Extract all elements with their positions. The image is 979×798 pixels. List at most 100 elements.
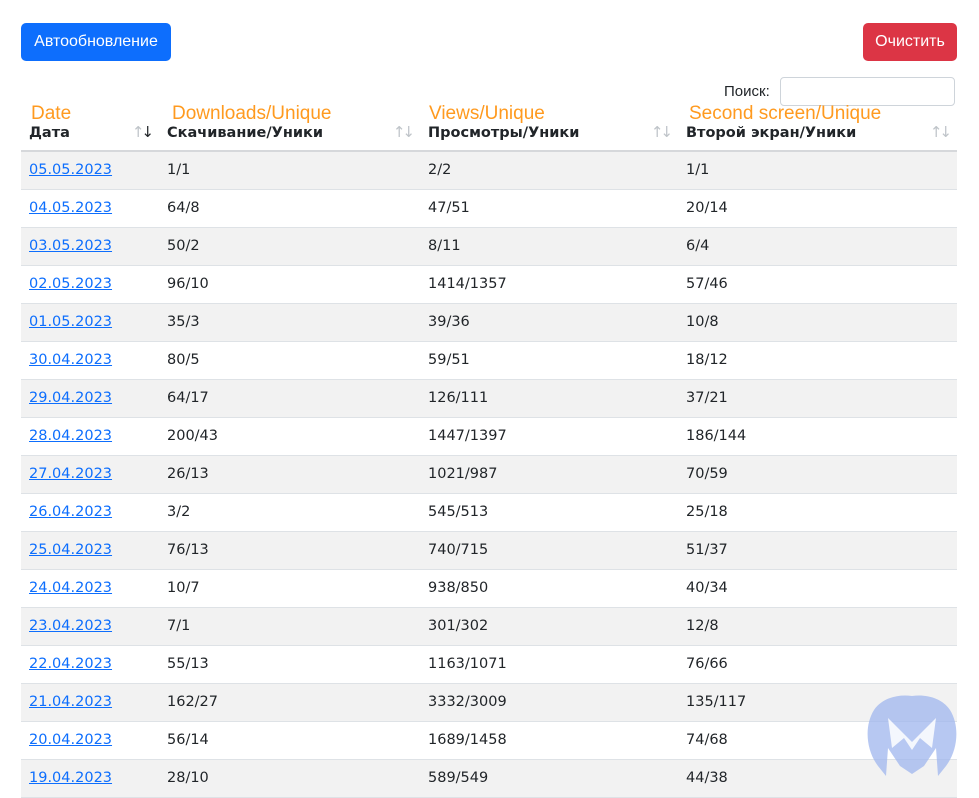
column-header-views[interactable]: Просмотры/Уники ↑↓ bbox=[420, 114, 678, 152]
cell-downloads: 162/27 bbox=[159, 683, 420, 722]
search-input[interactable] bbox=[780, 77, 955, 106]
cell-date: 05.05.2023 bbox=[21, 151, 159, 190]
cell-downloads: 7/1 bbox=[159, 607, 420, 646]
cell-second-screen: 76/66 bbox=[678, 645, 957, 684]
cell-views: 39/36 bbox=[420, 303, 678, 342]
clear-button[interactable]: Очистить bbox=[863, 23, 957, 61]
cell-views: 938/850 bbox=[420, 569, 678, 608]
date-link[interactable]: 21.04.2023 bbox=[29, 694, 113, 710]
column-header-date[interactable]: Дата ↑↓ bbox=[21, 114, 159, 152]
cell-downloads: 80/5 bbox=[159, 341, 420, 380]
date-link[interactable]: 24.04.2023 bbox=[29, 580, 113, 596]
table-header-row: Дата ↑↓ Скачивание/Уники ↑↓ Просмотры/Ун… bbox=[21, 114, 957, 152]
sort-arrows-icon: ↑↓ bbox=[929, 123, 952, 141]
cell-second-screen: 18/12 bbox=[678, 341, 957, 380]
cell-downloads: 96/10 bbox=[159, 265, 420, 304]
cell-second-screen: 6/4 bbox=[678, 227, 957, 266]
table-row: 29.04.2023 64/17 126/111 37/21 bbox=[21, 379, 957, 418]
cell-downloads: 3/2 bbox=[159, 493, 420, 532]
cell-date: 24.04.2023 bbox=[21, 569, 159, 608]
table-row: 23.04.2023 7/1 301/302 12/8 bbox=[21, 607, 957, 646]
cell-second-screen: 1/1 bbox=[678, 151, 957, 190]
cell-views: 2/2 bbox=[420, 151, 678, 190]
cell-date: 23.04.2023 bbox=[21, 607, 159, 646]
search-label: Поиск: bbox=[724, 83, 770, 100]
cell-second-screen: 51/37 bbox=[678, 531, 957, 570]
cell-second-screen: 12/8 bbox=[678, 607, 957, 646]
date-link[interactable]: 27.04.2023 bbox=[29, 466, 113, 482]
date-link[interactable]: 28.04.2023 bbox=[29, 428, 113, 444]
table-row: 05.05.2023 1/1 2/2 1/1 bbox=[21, 151, 957, 190]
cell-date: 19.04.2023 bbox=[21, 759, 159, 798]
cell-date: 22.04.2023 bbox=[21, 645, 159, 684]
cell-views: 47/51 bbox=[420, 189, 678, 228]
cell-views: 1163/1071 bbox=[420, 645, 678, 684]
cell-downloads: 26/13 bbox=[159, 455, 420, 494]
cell-downloads: 200/43 bbox=[159, 417, 420, 456]
cell-views: 545/513 bbox=[420, 493, 678, 532]
cell-downloads: 1/1 bbox=[159, 151, 420, 190]
date-link[interactable]: 02.05.2023 bbox=[29, 276, 113, 292]
table-row: 02.05.2023 96/10 1414/1357 57/46 bbox=[21, 265, 957, 304]
cell-downloads: 56/14 bbox=[159, 721, 420, 760]
cell-date: 25.04.2023 bbox=[21, 531, 159, 570]
table-body: 05.05.2023 1/1 2/2 1/1 04.05.2023 64/8 47/51 20… bbox=[21, 151, 957, 798]
table-row: 27.04.2023 26/13 1021/987 70/59 bbox=[21, 455, 957, 494]
date-link[interactable]: 19.04.2023 bbox=[29, 770, 113, 786]
date-link[interactable]: 05.05.2023 bbox=[29, 162, 113, 179]
column-header-second-screen[interactable]: Второй экран/Уники ↑↓ bbox=[678, 114, 957, 152]
cell-downloads: 10/7 bbox=[159, 569, 420, 608]
date-link[interactable]: 03.05.2023 bbox=[29, 238, 113, 254]
cell-date: 03.05.2023 bbox=[21, 227, 159, 266]
cell-views: 1414/1357 bbox=[420, 265, 678, 304]
cell-downloads: 76/13 bbox=[159, 531, 420, 570]
auto-refresh-button[interactable]: Автообновление bbox=[21, 23, 171, 61]
table-row: 20.04.2023 56/14 1689/1458 74/68 bbox=[21, 721, 957, 760]
cell-second-screen: 10/8 bbox=[678, 303, 957, 342]
cell-date: 04.05.2023 bbox=[21, 189, 159, 228]
cell-downloads: 35/3 bbox=[159, 303, 420, 342]
table-row: 21.04.2023 162/27 3332/3009 135/117 bbox=[21, 683, 957, 722]
cell-downloads: 55/13 bbox=[159, 645, 420, 684]
date-link[interactable]: 25.04.2023 bbox=[29, 542, 113, 558]
cell-views: 1021/987 bbox=[420, 455, 678, 494]
date-link[interactable]: 30.04.2023 bbox=[29, 352, 113, 368]
column-header-label: Просмотры/Уники bbox=[428, 125, 580, 141]
date-link[interactable]: 29.04.2023 bbox=[29, 390, 113, 406]
cell-second-screen: 186/144 bbox=[678, 417, 957, 456]
cell-second-screen: 25/18 bbox=[678, 493, 957, 532]
cell-date: 01.05.2023 bbox=[21, 303, 159, 342]
date-link[interactable]: 20.04.2023 bbox=[29, 732, 113, 748]
cell-views: 8/11 bbox=[420, 227, 678, 266]
cell-date: 26.04.2023 bbox=[21, 493, 159, 532]
cell-date: 02.05.2023 bbox=[21, 265, 159, 304]
cell-views: 740/715 bbox=[420, 531, 678, 570]
table-row: 24.04.2023 10/7 938/850 40/34 bbox=[21, 569, 957, 608]
cell-downloads: 64/17 bbox=[159, 379, 420, 418]
date-link[interactable]: 26.04.2023 bbox=[29, 504, 113, 520]
column-header-downloads[interactable]: Скачивание/Уники ↑↓ bbox=[159, 114, 420, 152]
column-header-label: Дата bbox=[29, 125, 70, 141]
cell-date: 30.04.2023 bbox=[21, 341, 159, 380]
table-row: 19.04.2023 28/10 589/549 44/38 bbox=[21, 759, 957, 798]
cell-views: 126/111 bbox=[420, 379, 678, 418]
cell-date: 21.04.2023 bbox=[21, 683, 159, 722]
cell-views: 589/549 bbox=[420, 759, 678, 798]
date-link[interactable]: 04.05.2023 bbox=[29, 200, 113, 216]
table-row: 01.05.2023 35/3 39/36 10/8 bbox=[21, 303, 957, 342]
sort-arrows-icon: ↑↓ bbox=[650, 123, 673, 141]
cell-second-screen: 70/59 bbox=[678, 455, 957, 494]
sort-arrows-icon: ↑↓ bbox=[131, 123, 154, 141]
cell-second-screen: 37/21 bbox=[678, 379, 957, 418]
cell-downloads: 28/10 bbox=[159, 759, 420, 798]
date-link[interactable]: 01.05.2023 bbox=[29, 314, 113, 330]
cell-second-screen: 20/14 bbox=[678, 189, 957, 228]
table-row: 04.05.2023 64/8 47/51 20/14 bbox=[21, 189, 957, 228]
table-row: 30.04.2023 80/5 59/51 18/12 bbox=[21, 341, 957, 380]
date-link[interactable]: 22.04.2023 bbox=[29, 656, 113, 672]
malwarebytes-logo bbox=[867, 695, 957, 776]
date-link[interactable]: 23.04.2023 bbox=[29, 618, 113, 634]
cell-second-screen: 40/34 bbox=[678, 569, 957, 608]
cell-downloads: 50/2 bbox=[159, 227, 420, 266]
cell-second-screen: 57/46 bbox=[678, 265, 957, 304]
